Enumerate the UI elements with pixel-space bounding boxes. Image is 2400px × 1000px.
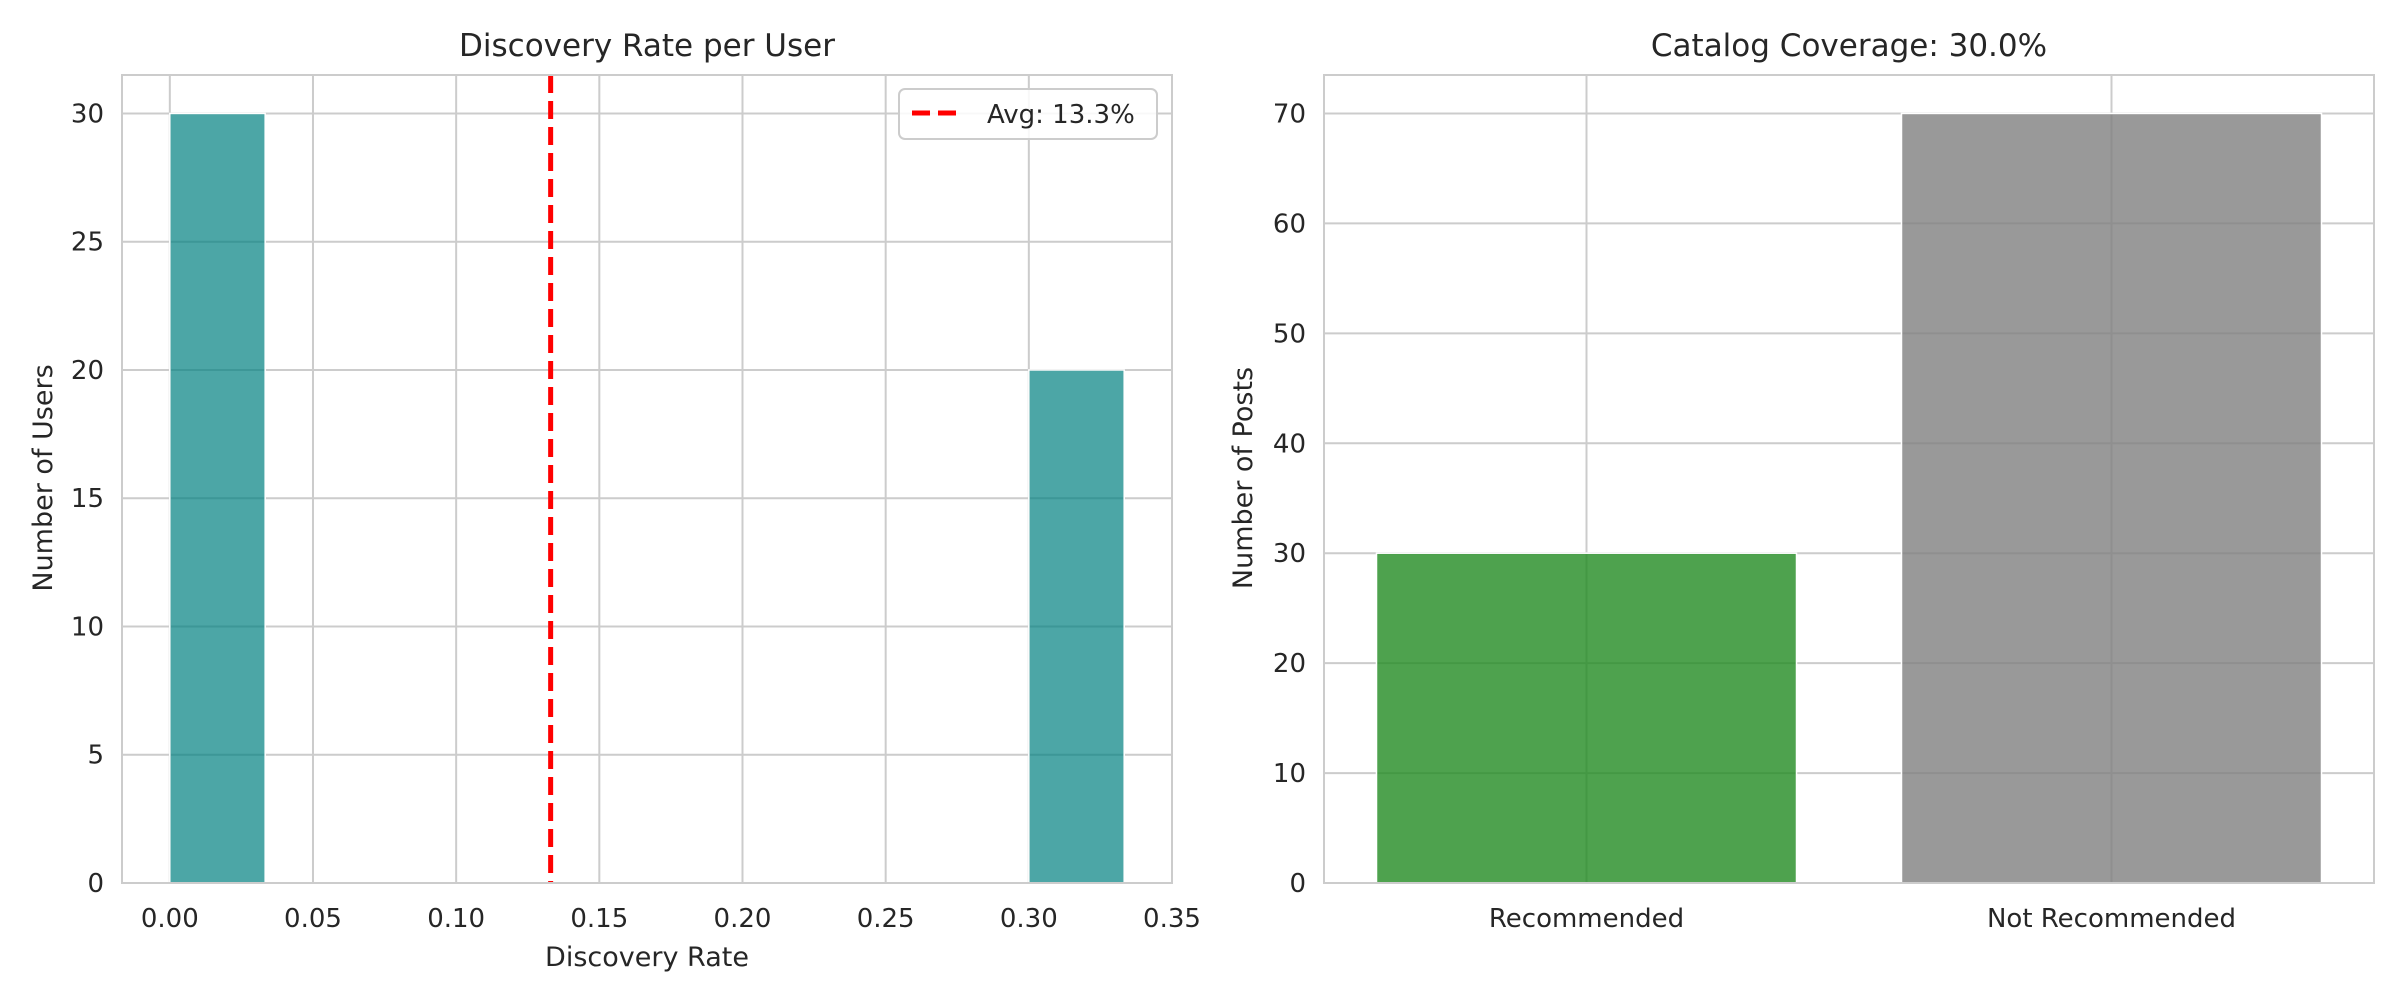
x-tick-label: 0.20 [714,904,772,934]
y-tick-label: 30 [71,99,104,129]
histogram-frame [121,74,1173,884]
x-tick-label: 0.15 [570,904,628,934]
coverage-title: Catalog Coverage: 30.0% [1651,28,2047,64]
y-tick-label: 40 [1273,429,1306,459]
y-tick-label: 20 [1273,649,1306,679]
histogram-bars [169,112,1125,884]
x-tick-label: 0.25 [857,904,915,934]
y-tick-label: 30 [1273,539,1306,569]
coverage-bar [1375,552,1798,884]
histogram-yticks: 0 5 10 15 20 25 30 [71,99,104,899]
y-tick-label: 10 [1273,759,1306,789]
y-tick-label: 60 [1273,209,1306,239]
y-tick-label: 0 [1289,869,1306,899]
x-tick-label: 0.00 [141,904,199,934]
x-tick-label: 0.05 [284,904,342,934]
legend: Avg: 13.3% [898,88,1158,140]
x-tick-label: 0.10 [427,904,485,934]
histogram-bar [1028,369,1125,884]
histogram-title: Discovery Rate per User [459,28,835,64]
y-tick-label: 0 [87,869,104,899]
category-label: Recommended [1489,904,1684,934]
x-tick-label: 0.30 [1000,904,1058,934]
category-label: Not Recommended [1987,904,2236,934]
y-tick-label: 5 [87,741,104,771]
coverage-panel: Catalog Coverage: 30.0% Number of Posts … [1228,28,2375,934]
y-tick-label: 20 [71,356,104,386]
y-tick-label: 10 [71,612,104,642]
coverage-yticks: 0 10 20 30 40 50 60 70 [1273,99,1306,899]
legend-label: Avg: 13.3% [987,100,1135,130]
histogram-bar [169,112,266,884]
coverage-bars [1375,112,2323,884]
legend-box [898,88,1158,140]
histogram-xlabel: Discovery Rate [545,942,749,973]
coverage-ylabel: Number of Posts [1228,367,1259,589]
histogram-xticks: 0.00 0.05 0.10 0.15 0.20 0.25 0.30 0.35 [141,904,1201,934]
coverage-xticks: Recommended Not Recommended [1489,904,2236,934]
y-tick-label: 25 [71,228,104,258]
histogram-ylabel: Number of Users [28,364,59,591]
x-tick-label: 0.35 [1143,904,1201,934]
histogram-grid [122,75,1173,884]
y-tick-label: 50 [1273,319,1306,349]
coverage-bar [1900,112,2323,884]
y-tick-label: 15 [71,484,104,514]
histogram-panel: Discovery Rate per User Discovery Rate N… [28,28,1201,973]
y-tick-label: 70 [1273,99,1306,129]
coverage-frame [1323,74,2375,884]
